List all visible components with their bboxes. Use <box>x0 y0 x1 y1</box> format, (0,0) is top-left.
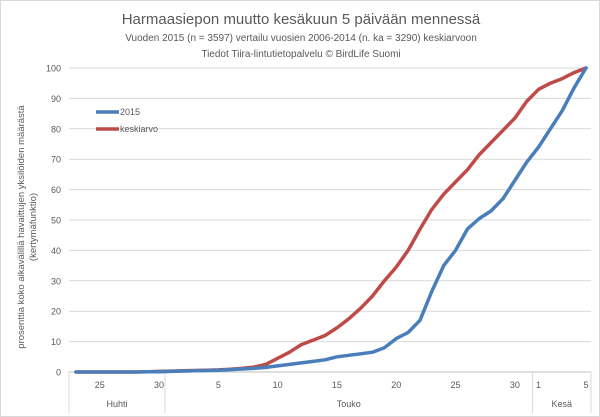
chart-title: Harmaasiepon muutto kesäkuun 5 päivään m… <box>121 11 481 28</box>
x-tick-label: 30 <box>154 380 164 390</box>
month-label: Touko <box>337 399 361 409</box>
y-tick-label: 30 <box>51 276 61 286</box>
x-tick-label: 1 <box>536 380 541 390</box>
y-tick-label: 0 <box>56 368 61 378</box>
y-tick-label: 100 <box>46 64 61 74</box>
month-label: Kesä <box>552 399 573 409</box>
y-tick-label: 70 <box>51 155 61 165</box>
month-label: Huhti <box>106 399 127 409</box>
x-tick-label: 5 <box>583 380 588 390</box>
y-tick-label: 50 <box>51 216 61 226</box>
y-tick-label: 40 <box>51 246 61 256</box>
chart-subtitle: Vuoden 2015 (n = 3597) vertailu vuosien … <box>125 33 477 44</box>
x-tick-label: 20 <box>391 380 401 390</box>
legend-label: keskiarvo <box>120 124 158 134</box>
chart-source: Tiedot Tiira-lintutietopalvelu © BirdLif… <box>201 49 401 60</box>
x-tick-label: 5 <box>216 380 221 390</box>
x-tick-label: 30 <box>510 380 520 390</box>
y-tick-label: 10 <box>51 337 61 347</box>
y-tick-label: 90 <box>51 94 61 104</box>
x-tick-label: 15 <box>332 380 342 390</box>
legend-label: 2015 <box>120 107 140 117</box>
x-tick-label: 25 <box>95 380 105 390</box>
y-tick-label: 60 <box>51 185 61 195</box>
x-tick-label: 25 <box>451 380 461 390</box>
y-tick-label: 20 <box>51 307 61 317</box>
x-tick-label: 10 <box>273 380 283 390</box>
series-line-2015 <box>74 66 588 374</box>
y-tick-label: 80 <box>51 124 61 134</box>
